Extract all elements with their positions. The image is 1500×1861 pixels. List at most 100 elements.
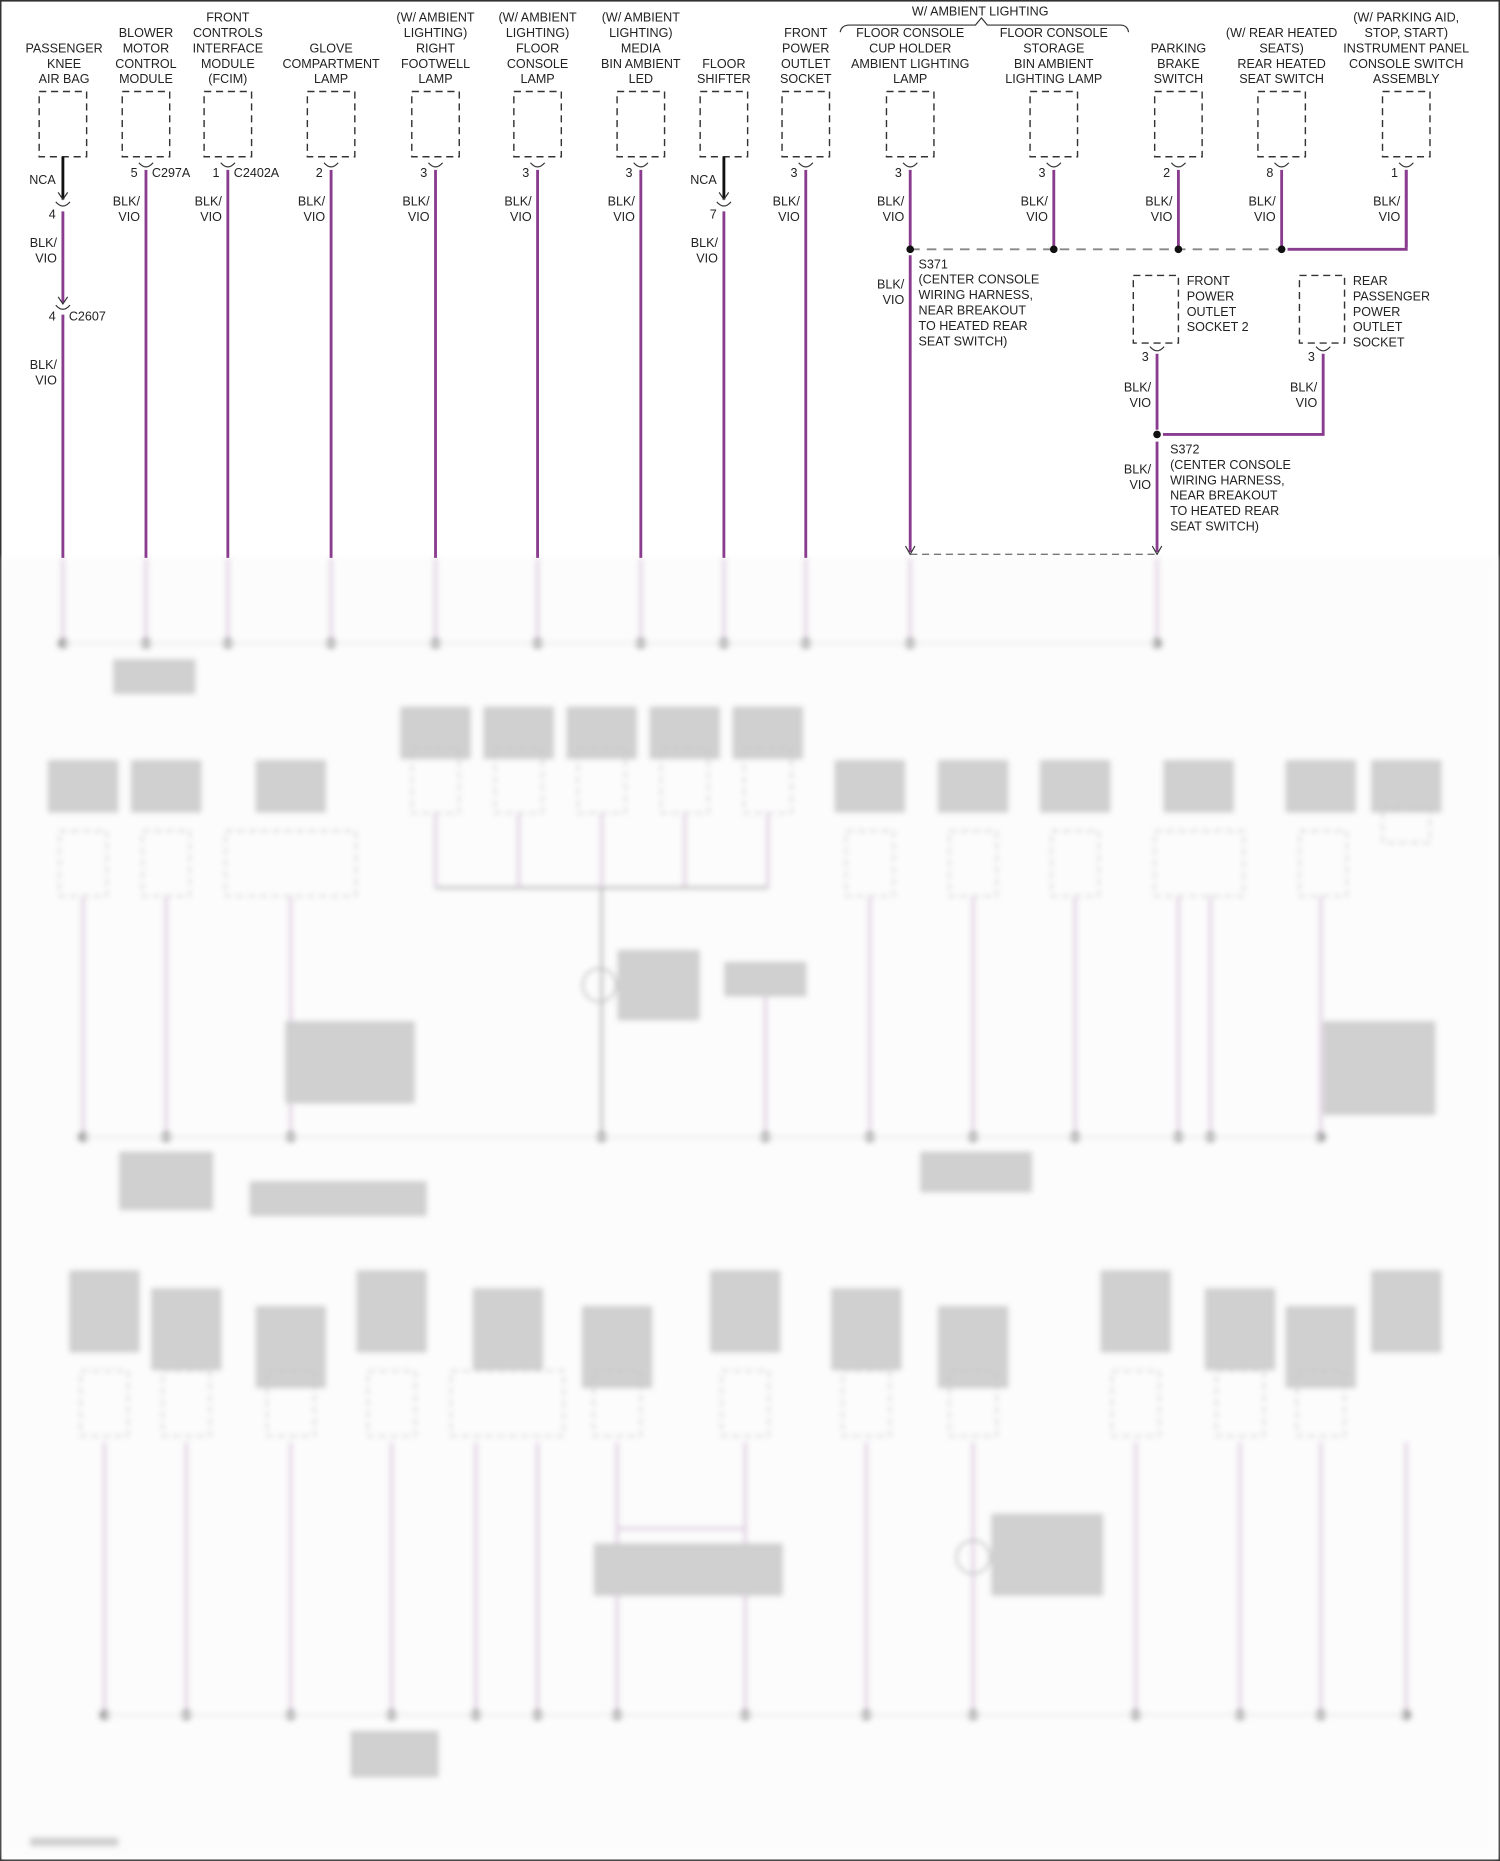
faded-bus [435,885,768,1137]
faded-box [1298,829,1348,897]
faded-text-block [118,1151,214,1211]
floor-console-storage-bin-lamp-label: LIGHTING LAMP [1005,72,1102,86]
front-power-outlet-socket-2-label: POWER [1187,289,1234,303]
floor-console-cup-holder-lamp-label: LAMP [893,72,927,86]
wire-color-label: BLK/ [113,194,141,208]
wire-color-label: BLK/ [402,194,430,208]
right-footwell-lamp-box [411,90,460,158]
connector-symbol [55,304,71,310]
connector-symbol [1274,162,1290,168]
wire-color-label: BLK/ [1248,194,1276,208]
blurred-lower-section [2,556,1498,1859]
faded-text-block [1039,759,1111,814]
wire-color-label: BLK/ [691,236,719,250]
wire-color-label: VIO [408,210,430,224]
floor-shifter-label: FLOOR [702,57,745,71]
right-footwell-lamp-label: LAMP [418,72,452,86]
s371-label: WIRING HARNESS, [919,288,1033,302]
glove-compartment-lamp-label: GLOVE [309,41,352,55]
front-power-outlet-socket-label: SOCKET [780,72,832,86]
wire-color-label: VIO [1026,210,1048,224]
connector-symbol [138,162,154,168]
pin-number: 3 [522,166,529,180]
wire-color-label: VIO [778,210,800,224]
connector-id: C297A [152,166,191,180]
front-power-outlet-socket-label: FRONT [784,26,828,40]
right-footwell-lamp-label: LIGHTING) [404,26,468,40]
connector-symbol [530,162,546,168]
floor-console-cup-holder-lamp-label: FLOOR CONSOLE [856,26,964,40]
faded-text-block [937,1305,1009,1389]
passenger-knee-air-bag-label: PASSENGER [25,41,102,55]
faded-text-block [112,658,196,695]
floor-console-lamp-label: LIGHTING) [506,26,570,40]
wire-color-label: VIO [510,210,532,224]
wire-color-label: VIO [35,374,57,388]
wire-color-label: BLK/ [504,194,532,208]
faded-text-block [1285,759,1357,814]
s371-label: TO HEATED REAR [919,319,1028,333]
rear-passenger-power-outlet-socket-label: OUTLET [1353,320,1403,334]
faded-text-block [1323,1020,1436,1116]
floor-console-lamp-box [513,90,563,158]
faded-text-block [1370,759,1442,814]
wire-color-label: VIO [1379,210,1401,224]
arrow-icon [57,192,69,201]
faded-text-block [472,1287,544,1371]
faded-text-block [68,1269,141,1353]
pin-number: 3 [1308,350,1315,364]
wire-color-label: BLK/ [1145,194,1173,208]
blower-motor-control-module-label: MODULE [119,72,173,86]
faded-clockspring [955,1539,991,1575]
connector-symbol [220,162,236,168]
parking-brake-switch-label: PARKING [1151,41,1207,55]
rear-heated-seat-switch-box [1257,90,1307,158]
s372-label: SEAT SWITCH) [1170,520,1259,534]
splice-dot [1050,245,1058,254]
s372-label: TO HEATED REAR [1170,504,1279,518]
blower-motor-control-module-box [121,90,171,158]
wire-color-label: BLK/ [877,194,905,208]
group-bracket [839,16,1130,33]
wire-color-label: VIO [1151,210,1173,224]
wire-color-label: BLK/ [298,194,326,208]
faded-box [592,1369,642,1437]
blower-motor-control-module-label: CONTROL [115,57,176,71]
nca-label: NCA [690,173,717,187]
s372-label: (CENTER CONSOLE [1170,458,1291,472]
connector-symbol [716,201,732,207]
front-controls-interface-module-box [203,90,253,158]
faded-text-block [990,1513,1104,1597]
media-bin-ambient-led-label: LIGHTING) [609,26,673,40]
faded-text-block [834,759,906,814]
rear-heated-seat-switch-label: (W/ REAR HEATED [1226,26,1337,40]
faded-text-block [593,1542,784,1597]
faded-box [450,1369,565,1437]
front-power-outlet-socket-2-label: OUTLET [1187,305,1237,319]
rear-passenger-power-outlet-socket-box [1298,274,1346,344]
faded-text-block [130,759,202,814]
wire-color-label: VIO [1296,396,1318,410]
ground-dot [98,1708,111,1721]
wire-color-label: BLK/ [195,194,223,208]
connector-id: C2402A [234,166,280,180]
floor-console-lamp-label: (W/ AMBIENT [498,10,576,24]
wire-color-label: BLK/ [1290,381,1318,395]
pin-number: 2 [316,166,323,180]
media-bin-ambient-led-label: (W/ AMBIENT [602,10,680,24]
wire-color-label: BLK/ [1021,194,1049,208]
faded-text-block [830,1287,902,1371]
faded-text-block [255,759,327,814]
faded-text-block [709,1269,781,1353]
faded-clockspring [581,967,618,1003]
faded-box [79,1369,130,1437]
wire-color-label: BLK/ [1373,194,1401,208]
front-controls-interface-module-label: CONTROLS [193,26,263,40]
connector-symbol [1398,162,1414,168]
faded-text-block [1100,1269,1172,1353]
faded-box [1381,806,1431,844]
pin-number: 3 [1038,166,1045,180]
